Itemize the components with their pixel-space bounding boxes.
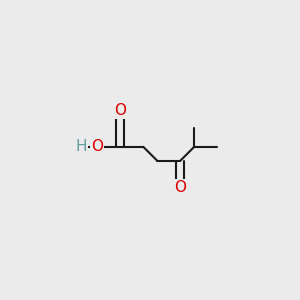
Text: O: O <box>114 103 126 118</box>
Text: H: H <box>75 140 87 154</box>
Text: O: O <box>91 140 103 154</box>
Text: O: O <box>174 180 186 195</box>
